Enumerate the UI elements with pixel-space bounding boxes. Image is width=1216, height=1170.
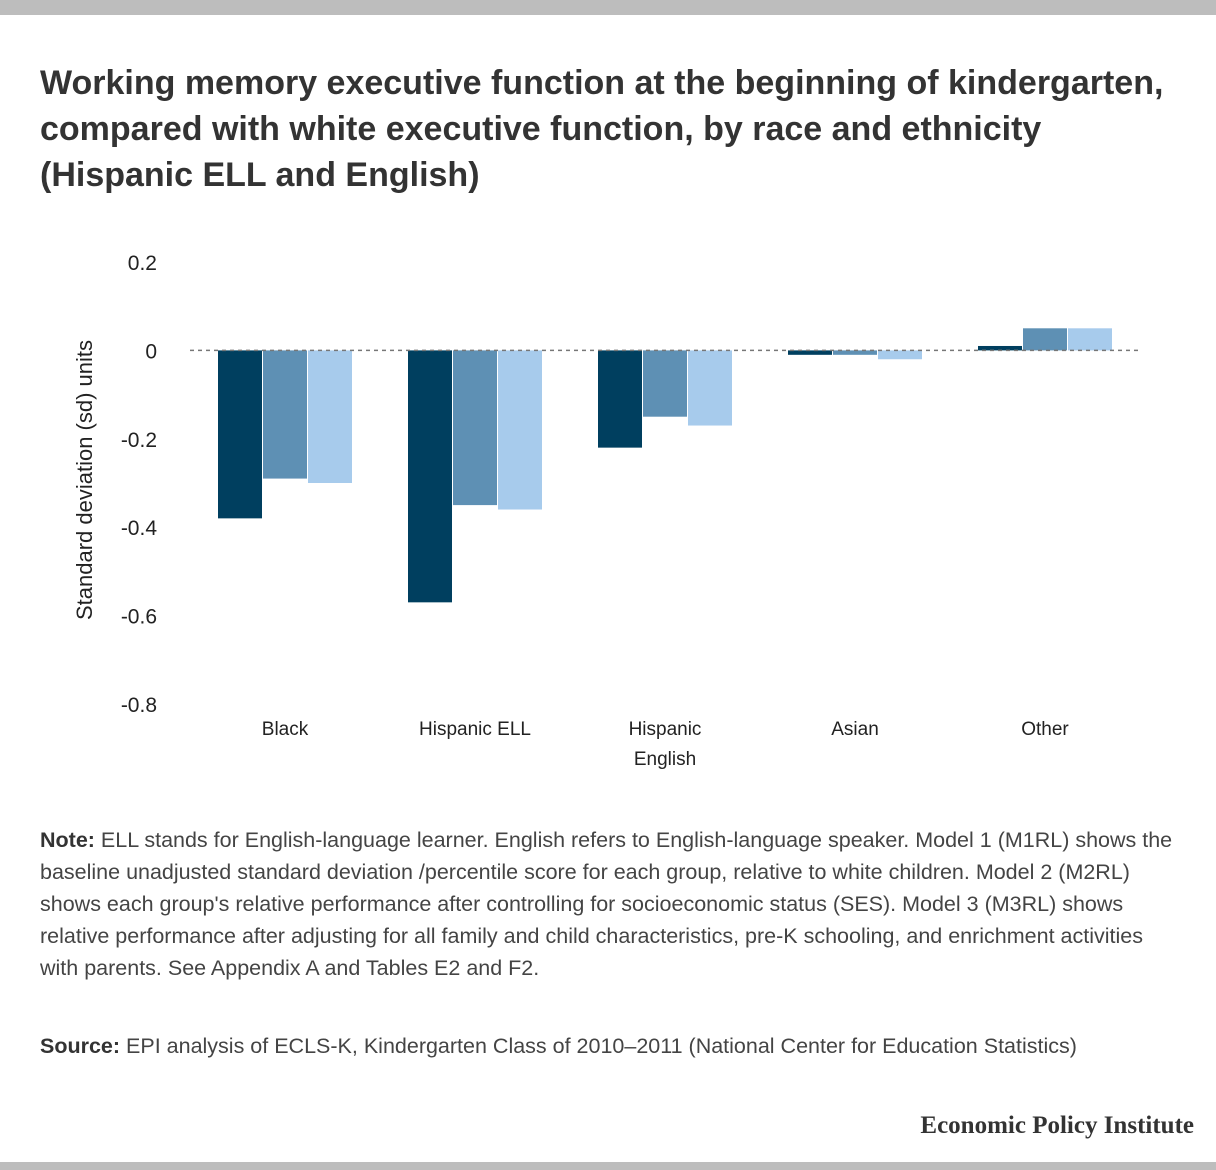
bottom-border xyxy=(0,1162,1216,1170)
bar xyxy=(788,350,832,355)
x-tick-label: Black xyxy=(262,719,309,740)
bar xyxy=(878,350,922,360)
source-label: Source: xyxy=(40,1034,121,1058)
bar xyxy=(1068,328,1112,351)
bar xyxy=(263,350,307,479)
note-label: Note: xyxy=(40,828,95,852)
bar xyxy=(308,350,352,483)
source: Source: EPI analysis of ECLS-K, Kinderga… xyxy=(40,1030,1180,1062)
x-tick-label: Hispanic ELL xyxy=(419,719,531,740)
x-tick-label: Other xyxy=(1021,719,1069,740)
note-text: ELL stands for English-language learner.… xyxy=(40,828,1173,980)
chart-title: Working memory executive function at the… xyxy=(40,64,1164,194)
y-axis-ticks: 0.2 0 -0.2 -0.4 -0.6 -0.8 xyxy=(121,252,158,717)
y-tick-label: -0.8 xyxy=(121,694,157,717)
bar xyxy=(978,345,1022,351)
bar xyxy=(498,350,542,510)
y-tick-label: 0.2 xyxy=(128,252,157,275)
bar xyxy=(1023,328,1067,351)
y-tick-label: -0.4 xyxy=(121,517,158,540)
y-axis-title: Standard deviation (sd) units xyxy=(72,340,97,620)
x-axis-labels: Black Hispanic ELL Hispanic English Asian Oth… xyxy=(262,719,1070,770)
x-tick-label: English xyxy=(634,749,696,770)
bar xyxy=(408,350,452,603)
bar xyxy=(218,350,262,519)
bar-chart: 0.2 0 -0.2 -0.4 -0.6 -0.8 Black Hispanic ELL Hi… xyxy=(72,252,1140,770)
x-tick-label: Hispanic xyxy=(629,719,702,740)
bar xyxy=(643,350,687,417)
bar xyxy=(453,350,497,506)
note: Note: ELL stands for English-language le… xyxy=(40,824,1180,984)
y-tick-label: -0.6 xyxy=(121,606,157,629)
source-text: EPI analysis of ECLS-K, Kindergarten Cla… xyxy=(120,1034,1077,1058)
bar xyxy=(833,350,877,355)
top-border xyxy=(0,0,1216,15)
bar xyxy=(688,350,732,426)
x-tick-label: Asian xyxy=(831,719,879,740)
publisher-logo: Economic Policy Institute xyxy=(920,1112,1194,1139)
bars xyxy=(218,328,1112,603)
bar xyxy=(598,350,642,448)
y-tick-label: -0.2 xyxy=(121,429,157,452)
y-tick-label: 0 xyxy=(145,340,157,363)
